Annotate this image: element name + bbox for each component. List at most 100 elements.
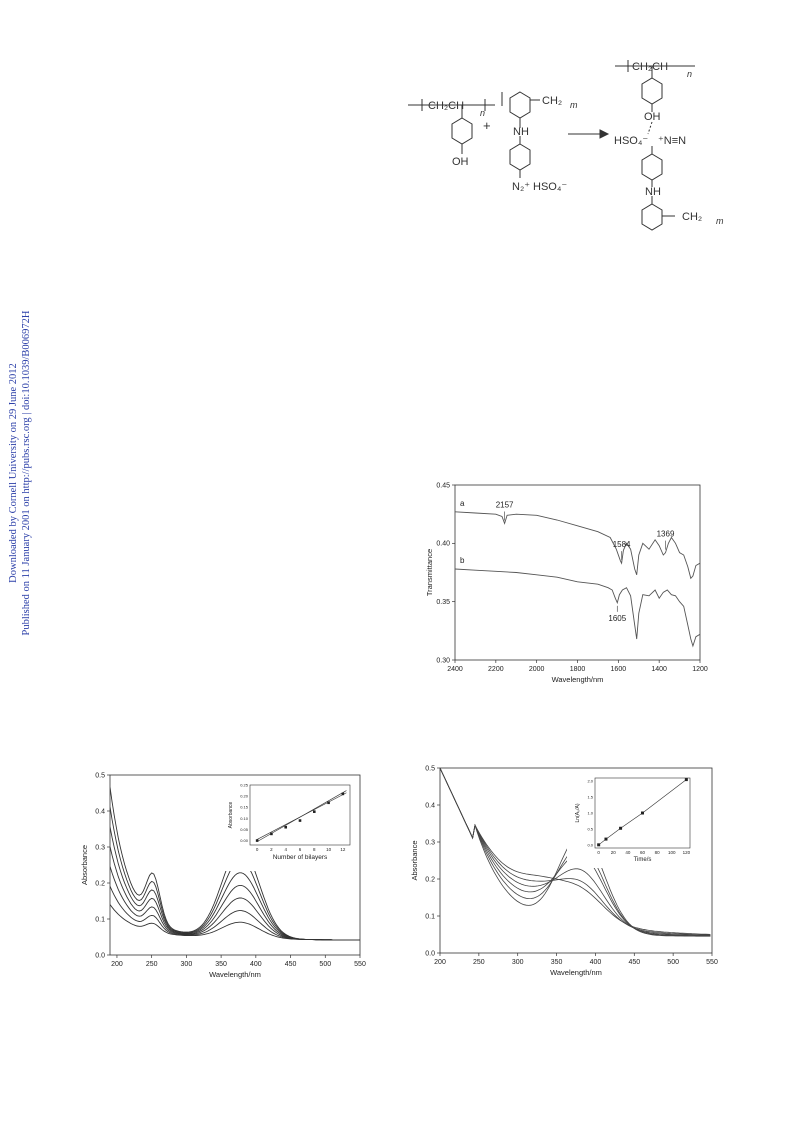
ir-series-label-a: a: [460, 499, 465, 508]
uvr-inset-y-tick-label: 1.5: [587, 795, 593, 800]
uvr-inset-x-tick-label: 80: [655, 850, 661, 855]
ir-series-b: [454, 568, 701, 648]
ir-y-tick-label: 0.40: [436, 541, 450, 548]
uvl-inset-x-tick-label: 12: [340, 847, 346, 852]
uvl-inset-fit-line: [257, 792, 347, 840]
uvl-x-tick-label: 350: [215, 961, 227, 968]
uvl-inset-x-tick-label: 4: [284, 847, 287, 852]
uvl-x-axis-label: Wavelength/nm: [209, 970, 261, 979]
uvl-x-tick-label: 550: [354, 961, 366, 968]
uvl-inset-point: [327, 801, 330, 805]
scheme-right-nh: NH: [645, 186, 661, 198]
scheme-right-ch2: CH₂: [682, 211, 702, 223]
uvl-x-tick-label: 300: [181, 961, 193, 968]
uvl-inset-x-tick-label: 10: [326, 847, 332, 852]
uvr-inset-point: [604, 837, 608, 841]
uvl-inset-y-tick-label: 0.10: [240, 816, 249, 821]
uvr-inset-point: [619, 826, 623, 830]
uvl-y-tick-label: 0.1: [95, 916, 105, 923]
uvr-inset-x-tick-label: 100: [668, 850, 676, 855]
uvl-x-tick-label: 450: [285, 961, 297, 968]
uvr-x-tick-label: 200: [434, 959, 446, 966]
ir-x-tick-label: 1800: [570, 666, 586, 673]
ir-x-tick-label: 2000: [529, 666, 545, 673]
uvl-inset-y-tick-label: 0.15: [240, 805, 249, 810]
uvl-inset-point: [298, 819, 302, 822]
ir-annotation-1605: 1605: [608, 614, 626, 623]
uvr-x-axis-label: Wavelength/nm: [550, 968, 602, 977]
uvl-y-axis-label: Absorbance: [80, 845, 89, 885]
uvr-inset: 0 20 40 60 80 100 120 0.0 0.5 1.0 1.5 2.0 Time/s Ln(A…: [567, 772, 696, 868]
uvl-inset-y-tick-label: 0.25: [240, 783, 249, 788]
scheme-left-oh: OH: [452, 156, 469, 168]
uvr-inset-y-tick-label: 1.0: [587, 811, 593, 816]
uvl-inset-point: [284, 825, 288, 829]
ir-x-tick-label: 1600: [611, 666, 627, 673]
ir-series-a: [454, 511, 701, 580]
uvl-x-tick-label: 500: [319, 961, 331, 968]
uvl-y-tick-label: 0.0: [95, 952, 105, 959]
uvr-y-tick-label: 0.5: [425, 765, 435, 772]
uvl-inset-y-tick-label: 0.00: [240, 838, 249, 843]
uvr-inset-bg: [567, 772, 696, 868]
download-watermark: Downloaded by Cornell University on 29 J…: [0, 0, 40, 1121]
ir-x-tick-label: 2400: [447, 666, 463, 673]
uvl-inset-x-tick-label: 2: [270, 847, 273, 852]
uvl-x-tick-label: 400: [250, 961, 262, 968]
uvr-x-tick-label: 300: [512, 959, 524, 966]
ir-axes: 2400 2200 2000 1800 1600 1400 1200 0.30 0.35 0.40…: [425, 482, 708, 684]
scheme-right-oh: OH: [644, 111, 661, 123]
uvr-inset-x-tick-label: 0: [597, 850, 600, 855]
ir-spectrum-chart: 2400 2200 2000 1800 1600 1400 1200 0.30 0.35 0.40…: [425, 482, 708, 684]
uvl-inset-y-tick-label: 0.05: [240, 827, 249, 832]
ir-annotation-1584: 1584: [613, 540, 631, 549]
uvl-inset-point: [255, 839, 259, 842]
uvl-y-tick-label: 0.3: [95, 844, 105, 851]
uvl-x-tick-label: 250: [146, 961, 158, 968]
uvl-inset-frame: [249, 784, 351, 846]
uvl-inset-x-tick-label: 6: [299, 847, 302, 852]
uvr-x-tick-label: 350: [551, 959, 563, 966]
uvl-axes: 200 250 300 350 400 450 500 550 0.0 0.1 0.2 0.3 0.4 0…: [80, 772, 366, 979]
uv-vis-multilayer-chart: 200 250 300 350 400 450 500 550 0.0 0.1 0.2 0.3 0.4 0…: [80, 772, 366, 979]
uvl-inset-x-label: Number of bilayers: [273, 854, 328, 861]
uvl-inset-x-tick-label: 8: [313, 847, 316, 852]
uvl-inset-point: [270, 832, 273, 836]
uvl-plot-frame: [109, 774, 361, 956]
uvr-inset-y-label: Ln(A₀/A): [575, 803, 581, 822]
uvr-inset-point: [641, 811, 644, 815]
uvl-y-tick-label: 0.5: [95, 772, 105, 779]
ir-x-tick-label: 1400: [651, 666, 667, 673]
scheme-mid-ch2: CH₂: [542, 95, 562, 107]
uvr-inset-x-tick-label: 40: [625, 850, 631, 855]
uv-vis-photolysis-chart: 200 250 300 350 400 450 500 5500.00.10.20.30.40…: [410, 765, 718, 977]
scheme-left-ch2ch: CH₂CH: [428, 100, 464, 112]
uvr-x-tick-label: 400: [590, 959, 602, 966]
scheme-mid-n2: N₂⁺: [512, 181, 530, 193]
uvr-inset-x-label: Time/s: [634, 857, 652, 863]
uvl-inset: 0 2 4 6 8 10 12 0.00 0.05 0.10 0.15 0.20 0.25 Number …: [222, 779, 356, 871]
uvr-inset-y-tick-label: 0.5: [587, 826, 593, 831]
ir-plot-frame: [454, 484, 701, 661]
ir-annotation-2157: 2157: [496, 501, 514, 510]
uvr-inset-x-tick-label: 120: [683, 850, 691, 855]
ir-annotation-1369: 1369: [657, 530, 675, 539]
uvr-x-tick-label: 550: [706, 959, 718, 966]
ir-y-tick-label: 0.35: [436, 599, 450, 606]
uvr-inset-x-tick-label: 20: [611, 850, 617, 855]
ir-series-label-b: b: [460, 556, 465, 565]
uvr-x-tick-label: 500: [667, 959, 679, 966]
uvr-inset-point: [684, 778, 688, 782]
scheme-right-nn: ⁺N≡N: [658, 135, 686, 147]
uvl-inset-point: [341, 792, 345, 796]
uvr-y-tick-label: 0.1: [425, 913, 435, 920]
uvr-y-tick-label: 0.4: [425, 802, 435, 809]
uvl-inset-y-label: Absorbance: [228, 801, 234, 828]
uvl-inset-y-tick-label: 0.20: [240, 794, 249, 799]
watermark-text: Downloaded by Cornell University on 29 J…: [7, 193, 33, 753]
uvr-inset-frame: [594, 777, 691, 849]
scheme-plus: +: [483, 118, 491, 133]
uvr-x-tick-label: 250: [473, 959, 485, 966]
uvr-y-tick-label: 0.2: [425, 876, 435, 883]
uvr-y-tick-label: 0.0: [425, 950, 435, 957]
